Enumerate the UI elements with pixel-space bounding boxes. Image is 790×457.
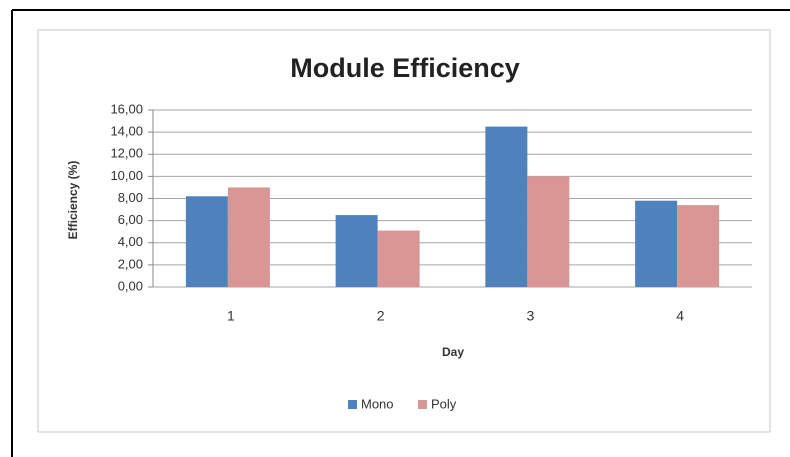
bar (527, 176, 570, 287)
y-tick-label: 4,00 (118, 234, 143, 249)
y-axis-label: Efficiency (%) (66, 161, 80, 240)
legend-label: Mono (361, 396, 394, 411)
y-tick-label: 16,00 (110, 101, 143, 116)
y-tick-label: 6,00 (118, 212, 143, 227)
x-tick-label: 3 (526, 308, 534, 324)
bar (335, 215, 378, 287)
x-tick-label: 1 (227, 308, 235, 324)
y-tick-label: 0,00 (118, 278, 143, 293)
y-tick-label: 8,00 (118, 190, 143, 205)
y-tick-label: 2,00 (118, 256, 143, 271)
bar (485, 126, 528, 287)
y-tick-label: 12,00 (110, 146, 143, 161)
bar (377, 230, 420, 287)
x-tick-label: 2 (377, 308, 385, 324)
x-axis-label: Day (442, 345, 464, 359)
legend-swatch (418, 400, 427, 409)
bar (635, 200, 678, 287)
y-tick-label: 10,00 (110, 168, 143, 183)
chart-title: Module Efficiency (290, 53, 520, 83)
x-tick-label: 4 (676, 308, 684, 324)
bar (677, 205, 720, 287)
bar (185, 196, 228, 287)
legend-label: Poly (431, 396, 457, 411)
y-tick-label: 14,00 (110, 124, 143, 139)
bar (227, 187, 270, 287)
legend-swatch (348, 400, 357, 409)
